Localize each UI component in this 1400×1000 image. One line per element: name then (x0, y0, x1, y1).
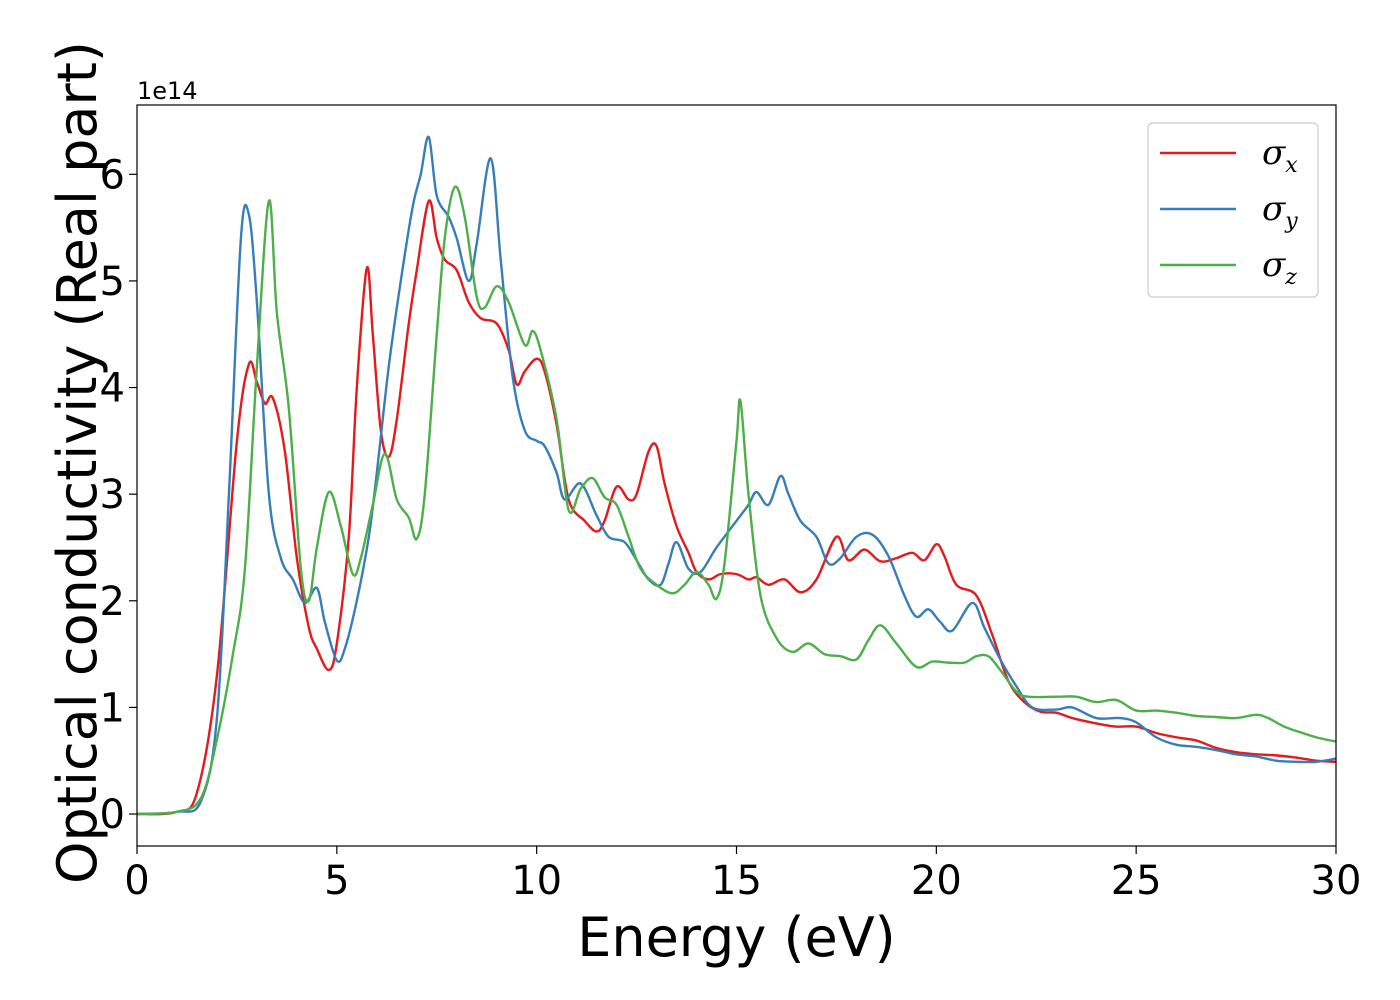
y-axis: 0 1 2 3 4 5 6 (100, 152, 137, 838)
series-layer (137, 135, 1336, 816)
y-tick-label: 4 (100, 366, 125, 412)
x-tick-label: 5 (324, 858, 349, 904)
legend-subscript: x (1285, 153, 1298, 178)
x-axis-label: Energy (eV) (577, 906, 896, 969)
y-tick-label: 0 (100, 792, 125, 838)
x-axis: 0 5 10 15 20 25 30 (124, 846, 1361, 904)
x-tick-label: 0 (124, 858, 149, 904)
y-tick-label: 5 (100, 259, 125, 305)
legend-label-y: σy (1262, 189, 1298, 234)
x-tick-label: 30 (1311, 858, 1362, 904)
series-line-z (137, 185, 1336, 816)
x-tick-label: 15 (711, 858, 762, 904)
legend-symbol: σ (1262, 245, 1286, 285)
legend-label-z: σz (1262, 245, 1297, 290)
y-tick-label: 6 (100, 152, 125, 198)
y-axis-label: Optical conductivity (Real part) (46, 41, 109, 884)
legend-subscript: y (1284, 209, 1298, 234)
y-tick-label: 2 (100, 579, 125, 625)
legend-label-x: σx (1262, 133, 1298, 178)
y-tick-label: 3 (100, 472, 125, 518)
legend-symbol: σ (1262, 189, 1286, 229)
series-line-x (137, 199, 1336, 816)
legend-subscript: z (1284, 265, 1297, 290)
x-tick-label: 10 (511, 858, 562, 904)
x-tick-label: 25 (1111, 858, 1162, 904)
x-tick-label: 20 (911, 858, 962, 904)
legend-symbol: σ (1262, 133, 1286, 173)
y-axis-offset-label: 1e14 (137, 77, 198, 105)
y-tick-label: 1 (100, 685, 125, 731)
